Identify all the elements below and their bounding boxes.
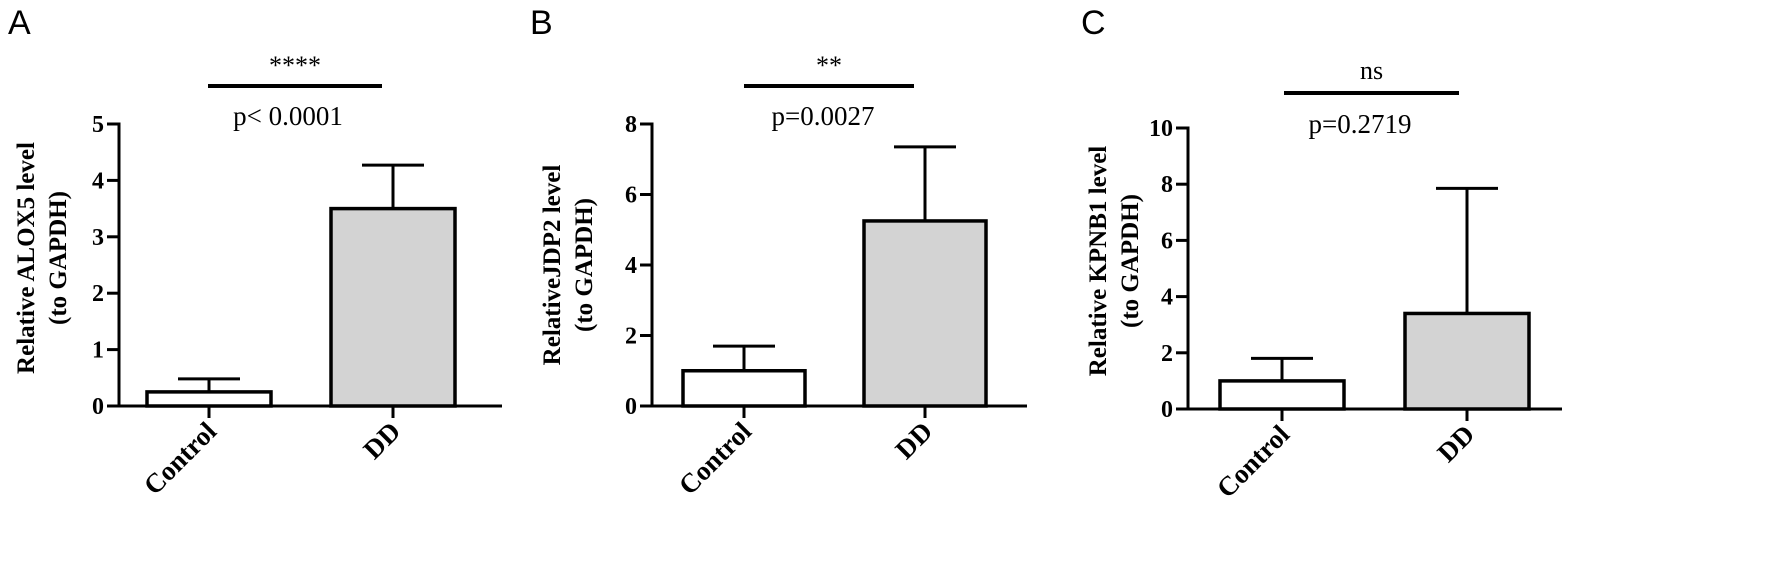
panel-letter: C	[1081, 4, 1106, 42]
y-tick-label: 6	[1161, 228, 1173, 254]
bar-dd	[862, 219, 988, 408]
y-tick-label: 0	[92, 394, 104, 420]
bar-control	[145, 390, 273, 408]
bar-control	[681, 369, 807, 408]
x-tick-label: Control	[673, 416, 758, 501]
p-value-label: p=0.2719	[1309, 109, 1412, 139]
x-tick-label: Control	[138, 416, 223, 501]
y-tick-label: 2	[1161, 341, 1173, 367]
y-tick-label: 8	[1161, 172, 1173, 198]
significance-label: ns	[1360, 56, 1383, 85]
panel-letter: A	[8, 4, 31, 42]
chart-panel-a: A Relative ALOX5 level (to GAPDH) 0 1 2 3 4 5 Con…	[8, 4, 502, 501]
significance-label: **	[816, 51, 842, 80]
x-tick-label: Control	[1211, 419, 1296, 504]
y-tick-label: 5	[92, 112, 104, 138]
y-tick-label: 0	[1161, 397, 1173, 423]
y-tick-label: 8	[625, 112, 637, 138]
x-tick-label: DD	[1431, 419, 1480, 468]
significance-label: ****	[269, 51, 321, 80]
y-axis-label: RelativeJDP2 level	[539, 165, 566, 366]
x-tick-label: DD	[889, 416, 938, 465]
y-axis-label: Relative KPNB1 level	[1085, 146, 1112, 377]
y-tick-label: 4	[625, 253, 637, 279]
y-tick-label: 2	[92, 281, 104, 307]
y-tick-label: 3	[92, 225, 104, 251]
y-axis-label-unit: (to GAPDH)	[1117, 194, 1144, 328]
y-tick-label: 10	[1149, 116, 1173, 142]
y-tick-label: 2	[625, 324, 637, 350]
y-tick-label: 6	[625, 183, 637, 209]
p-value-label: p< 0.0001	[233, 101, 343, 131]
y-tick-label: 0	[625, 394, 637, 420]
y-axis-label-unit: (to GAPDH)	[45, 191, 72, 325]
bar-dd	[1403, 311, 1531, 411]
y-tick-label: 4	[92, 168, 104, 194]
y-axis-label-unit: (to GAPDH)	[571, 198, 598, 332]
bar-control	[1218, 379, 1346, 411]
y-axis-label: Relative ALOX5 level	[13, 142, 40, 374]
y-tick-label: 4	[1161, 285, 1173, 311]
y-tick-label: 1	[92, 338, 104, 364]
chart-panel-c: C Relative KPNB1 level (to GAPDH) 0 2 4 6 8 10 Co…	[1081, 4, 1562, 504]
p-value-label: p=0.0027	[772, 101, 875, 131]
x-tick-label: DD	[357, 416, 406, 465]
chart-panel-b: B RelativeJDP2 level (to GAPDH) 0 2 4 6 8 Contro…	[530, 4, 1027, 501]
panel-letter: B	[530, 4, 553, 42]
bar-dd	[329, 206, 457, 408]
